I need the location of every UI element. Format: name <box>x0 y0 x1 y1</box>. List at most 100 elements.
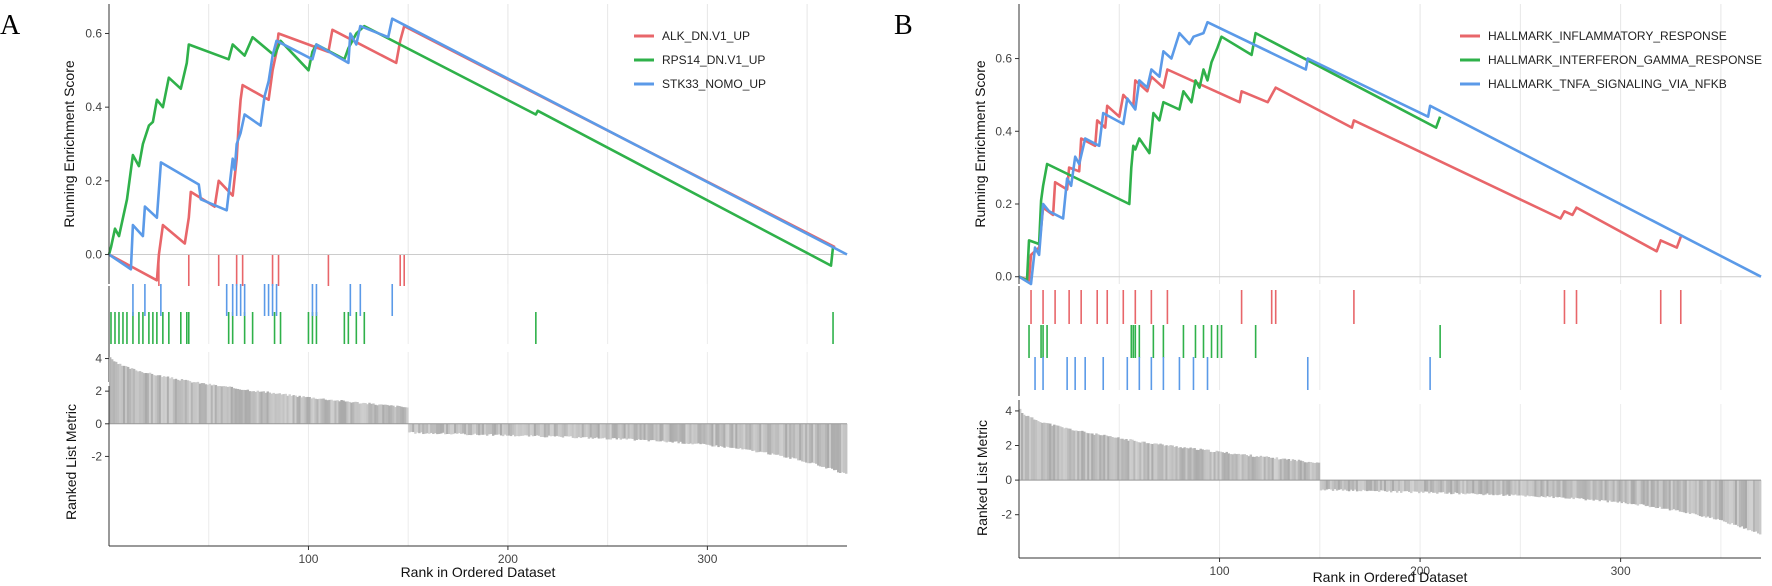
metric-bar <box>1694 480 1698 515</box>
metric-bar <box>434 423 437 434</box>
hit-bands-a <box>108 255 834 382</box>
y-tick-label: 4 <box>1005 404 1012 418</box>
metric-bar <box>1047 423 1050 481</box>
metric-bar <box>1418 480 1421 494</box>
metric-bar <box>1470 480 1473 494</box>
metric-bar <box>577 423 581 438</box>
metric-bar <box>342 400 345 424</box>
metric-bar <box>1201 449 1204 481</box>
metric-bar <box>1582 480 1585 500</box>
metric-bar <box>1265 456 1269 481</box>
metric-bar <box>1710 480 1714 518</box>
metric-bar <box>1548 480 1551 498</box>
metric-bar <box>1065 427 1068 481</box>
metric-bar <box>1672 480 1676 510</box>
metric-bar <box>452 423 455 435</box>
metric-bar <box>1484 480 1487 495</box>
metric-bar <box>1371 480 1375 491</box>
metric-bar <box>390 405 393 424</box>
metric-bar <box>1616 480 1620 503</box>
metric-bar <box>665 423 668 443</box>
metric-bar <box>260 391 263 424</box>
metric-bar <box>130 368 134 424</box>
metric-bar <box>254 391 257 424</box>
hit-bands-b <box>1018 286 1722 396</box>
metric-bar <box>561 423 565 438</box>
metric-bar <box>364 403 367 424</box>
metric-bar <box>346 401 349 424</box>
metric-bar <box>1039 422 1042 481</box>
y-tick-label: 4 <box>95 352 102 366</box>
metric-bar <box>1025 416 1028 481</box>
metric-bar <box>817 423 820 466</box>
metric-bar <box>438 423 441 434</box>
metric-bar <box>787 423 790 458</box>
metric-bar <box>1291 459 1295 481</box>
metric-bar <box>813 423 816 464</box>
metric-bar <box>1271 457 1275 481</box>
metric-bar <box>268 392 271 424</box>
legend-entry: ALK_DN.V1_UP <box>634 29 750 43</box>
metric-bar <box>400 406 403 424</box>
metric-bar <box>212 384 216 424</box>
metric-bar <box>332 400 335 424</box>
metric-bar <box>1714 480 1718 520</box>
metric-bar <box>1153 443 1156 481</box>
metric-bar <box>1642 480 1646 505</box>
metric-bar <box>1307 461 1311 481</box>
metric-bar <box>1321 480 1325 490</box>
metric-bar <box>1440 480 1443 493</box>
metric-bar <box>1301 461 1305 481</box>
metric-bar <box>1239 454 1242 481</box>
metric-bar <box>841 423 844 473</box>
metric-bar <box>466 423 469 436</box>
metric-bar <box>152 375 156 424</box>
legend-b: HALLMARK_INFLAMMATORY_RESPONSE HALLMARK_… <box>1460 29 1762 91</box>
metric-bar <box>667 423 670 442</box>
metric-bar <box>1438 480 1441 493</box>
metric-bar <box>1261 456 1265 481</box>
metric-bar <box>1069 428 1072 481</box>
metric-bar <box>1732 480 1736 525</box>
metric-bar <box>1337 480 1341 490</box>
metric-bar <box>711 423 714 447</box>
metric-bar <box>1053 424 1056 481</box>
metric-bar <box>138 371 142 424</box>
legend-label: HALLMARK_INFLAMMATORY_RESPONSE <box>1488 29 1727 43</box>
metric-bar <box>109 357 112 424</box>
metric-bar <box>631 423 634 439</box>
metric-bar <box>386 404 389 424</box>
metric-bar <box>220 386 224 424</box>
metric-bar <box>1251 456 1255 481</box>
metric-bar <box>1079 430 1082 481</box>
metric-bar <box>238 389 242 424</box>
metric-bar <box>619 423 623 440</box>
metric-bar <box>579 423 583 438</box>
metric-bar <box>1662 480 1666 509</box>
metric-bar <box>727 423 730 448</box>
metric-bar <box>408 423 411 433</box>
metric-bar <box>749 423 752 450</box>
metric-bar <box>1353 480 1357 490</box>
metric-bar <box>1606 480 1609 503</box>
metric-bar <box>1698 480 1702 517</box>
metric-bar <box>1161 444 1164 481</box>
metric-bar <box>829 423 832 468</box>
metric-bar <box>440 423 443 434</box>
y-tick-label: -2 <box>91 449 102 463</box>
metric-bar <box>292 395 295 424</box>
metric-bar <box>284 393 287 424</box>
metric-bar <box>318 398 321 424</box>
metric-y-axis-title: Ranked List Metric <box>974 420 990 536</box>
metric-bar <box>1083 431 1086 481</box>
metric-bar <box>719 423 722 447</box>
metric-bar <box>793 423 796 459</box>
metric-bar <box>1209 451 1212 481</box>
metric-bar <box>1674 480 1678 511</box>
metric-bar <box>446 423 449 434</box>
metric-bar <box>1758 480 1762 535</box>
metric-bar <box>156 375 160 424</box>
metric-bar <box>428 423 431 434</box>
metric-bar <box>1498 480 1501 495</box>
metric-bar <box>276 393 279 424</box>
